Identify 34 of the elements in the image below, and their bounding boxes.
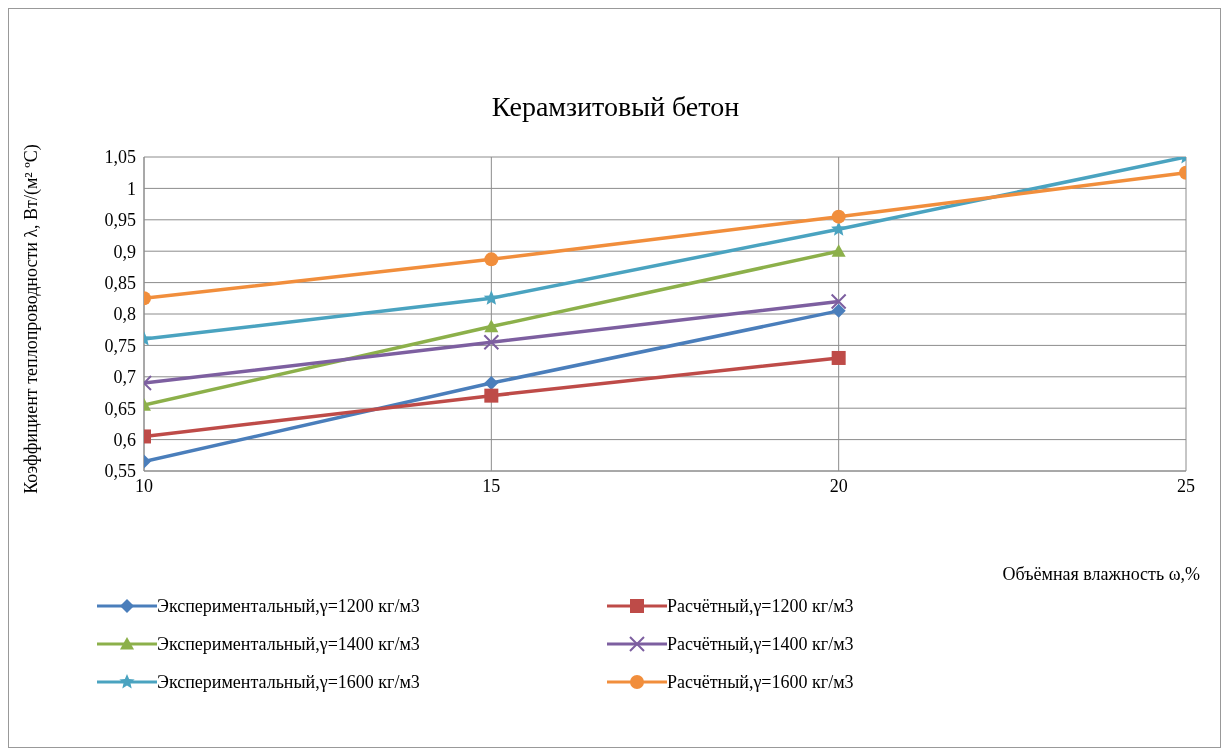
y-tick-label: 0,8	[113, 304, 136, 325]
point	[830, 293, 847, 310]
y-tick-label: 0,95	[104, 210, 136, 231]
y-tick-label: 0,55	[104, 461, 136, 482]
x-tick-label: 25	[1177, 475, 1195, 496]
x-tick-label: 10	[135, 475, 153, 496]
x-axis-title: Объёмная влажность ω,%	[1002, 564, 1200, 585]
legend-label: Экспериментальный,γ=1600 кг/м3	[157, 671, 420, 693]
legend-label: Расчётный,γ=1200 кг/м3	[667, 595, 854, 617]
legend-label: Расчётный,γ=1400 кг/м3	[667, 633, 854, 655]
x-tick-label: 15	[482, 475, 501, 496]
y-tick-label: 0,85	[104, 272, 136, 293]
y-tick-label: 0,7	[113, 367, 136, 388]
point	[484, 319, 499, 333]
legend-label: Экспериментальный,γ=1200 кг/м3	[157, 595, 420, 617]
point	[831, 221, 847, 236]
point	[484, 388, 499, 403]
chart-title: Керамзитовый бетон	[490, 91, 741, 123]
y-tick-label: 0,65	[104, 398, 136, 419]
y-tick-label: 0,6	[113, 429, 136, 450]
point	[831, 350, 846, 365]
point	[831, 244, 846, 257]
point	[483, 290, 499, 305]
point	[831, 303, 846, 318]
y-tick-label: 0,9	[113, 241, 136, 262]
point	[483, 334, 500, 351]
legend-label: Расчётный,γ=1600 кг/м3	[667, 671, 854, 693]
point	[484, 376, 499, 391]
legend-label: Экспериментальный,γ=1400 кг/м3	[157, 633, 420, 655]
y-tick-label: 1	[127, 178, 136, 199]
y-tick-label: 0,75	[104, 335, 136, 356]
y-tick-label: 1,05	[104, 147, 136, 168]
x-tick-label: 20	[829, 475, 848, 496]
y-axis-title: Коэффициент теплопроводности λ, Вт/(м² ºС)	[20, 144, 42, 494]
